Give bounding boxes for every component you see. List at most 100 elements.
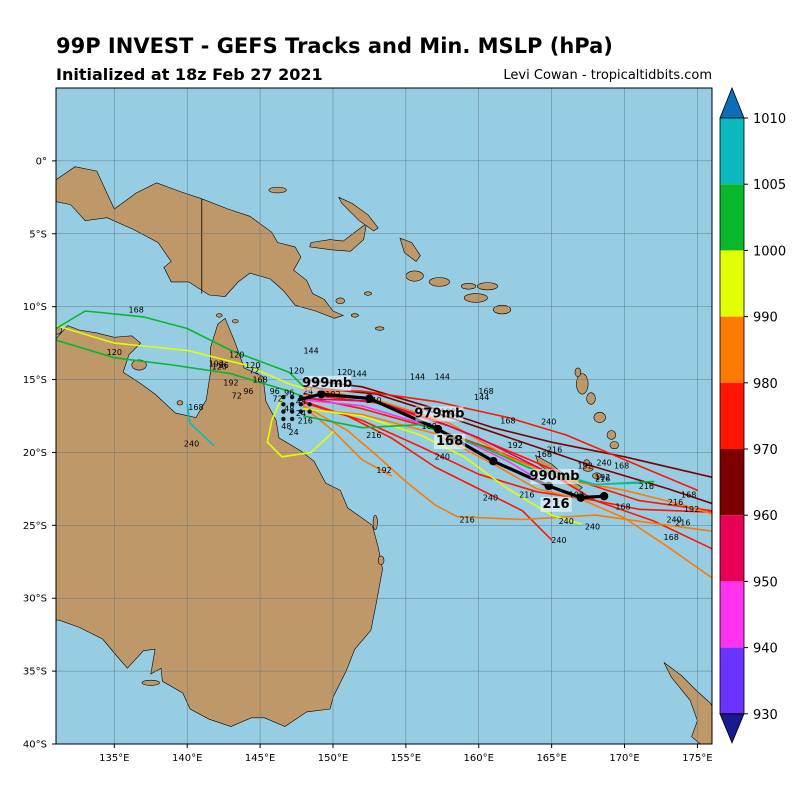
ensemble-member-track bbox=[56, 310, 305, 388]
forecast-hour-label: 72 bbox=[232, 392, 242, 401]
forecast-hour-label: 168 bbox=[615, 502, 630, 511]
pressure-colorbar: 1010 1005 1000 990 980 970 960 950 940 930 bbox=[719, 86, 786, 744]
forecast-hour-label: 168 bbox=[500, 416, 515, 425]
forecast-hour-label: 216 bbox=[668, 498, 683, 507]
label-backdrop bbox=[530, 469, 579, 485]
small-island bbox=[428, 277, 450, 287]
lat-tick-label: 35°S bbox=[23, 667, 47, 678]
forecast-hour-label: 192 bbox=[376, 466, 391, 475]
forecast-hour-label: 240 bbox=[435, 453, 450, 462]
forecast-hour-label: 192 bbox=[684, 505, 699, 514]
ensemble-member-track bbox=[302, 388, 699, 492]
lon-tick-label: 145°E bbox=[245, 753, 275, 764]
mean-track-point bbox=[599, 491, 609, 501]
mean-pressure-label: 979mb bbox=[414, 406, 464, 421]
mean-track-point bbox=[433, 424, 443, 434]
forecast-hour-label: 240 bbox=[666, 515, 681, 524]
forecast-hour-label: 144 bbox=[303, 346, 318, 355]
credit-text: Levi Cowan - tropicaltidbits.com bbox=[503, 68, 712, 83]
colorbar-segment bbox=[720, 184, 744, 251]
forecast-hour-label: 120 bbox=[229, 351, 244, 360]
forecast-hour-label: 24 bbox=[303, 387, 313, 396]
small-island bbox=[592, 472, 602, 479]
mean-track-point bbox=[317, 389, 326, 399]
mean-hour-label: 216 bbox=[542, 497, 569, 512]
axis-ticks: 135°E 140°E 145°E 150°E 155°E 160°E 165°E 170°E… bbox=[23, 156, 713, 764]
cluster-point bbox=[289, 409, 295, 414]
forecast-hour-label: 48 bbox=[281, 422, 291, 431]
lat-tick-label: 10°S bbox=[23, 302, 47, 313]
lon-tick-label: 160°E bbox=[464, 753, 494, 764]
colorbar-label: 970 bbox=[753, 443, 778, 458]
forecast-hour-label: 96 bbox=[219, 361, 229, 370]
lon-tick-label: 170°E bbox=[609, 753, 639, 764]
forecast-hour-label: 120 bbox=[245, 361, 260, 370]
forecast-hour-label: 216 bbox=[639, 482, 654, 491]
colorbar-segment bbox=[720, 250, 744, 317]
lon-tick-label: 155°E bbox=[391, 753, 421, 764]
forecast-hour-label: 168 bbox=[664, 533, 679, 542]
forecast-hour-label: 48 bbox=[296, 397, 306, 406]
north-island-nz-landmass bbox=[663, 662, 712, 744]
ensemble-member-track bbox=[302, 387, 712, 515]
forecast-hour-label: 240 bbox=[184, 440, 199, 449]
chart-title: 99P INVEST - GEFS Tracks and Min. MSLP (… bbox=[56, 34, 613, 58]
ensemble-member-track bbox=[302, 404, 712, 533]
small-island bbox=[460, 283, 477, 290]
lat-tick-label: 40°S bbox=[23, 740, 47, 751]
lat-tick-label: 15°S bbox=[23, 375, 47, 386]
colorbar-bottom-extend bbox=[719, 713, 745, 744]
colorbar-segment bbox=[720, 647, 744, 714]
small-island bbox=[463, 293, 488, 303]
forecast-hour-label: 192 bbox=[578, 461, 593, 470]
init-time-subtitle: Initialized at 18z Feb 27 2021 bbox=[56, 65, 323, 84]
small-island bbox=[576, 373, 589, 395]
forecast-hour-label: 168 bbox=[681, 491, 696, 500]
forecast-hour-label: 144 bbox=[435, 373, 450, 382]
colorbar-segment bbox=[720, 515, 744, 582]
colorbar-label: 1005 bbox=[753, 178, 786, 193]
mean-pressure-label: 990mb bbox=[530, 469, 580, 484]
small-island bbox=[141, 679, 160, 686]
small-island bbox=[574, 367, 582, 377]
lon-tick-label: 165°E bbox=[536, 753, 566, 764]
ensemble-member-track bbox=[302, 402, 712, 514]
mean-track-point bbox=[489, 456, 498, 466]
forecast-hour-label: 144 bbox=[352, 370, 367, 379]
label-backdrop bbox=[415, 406, 464, 422]
forecast-hour-label: 216 bbox=[675, 518, 690, 527]
cluster-point bbox=[281, 394, 286, 400]
mean-track-point bbox=[365, 394, 374, 403]
cluster-point bbox=[307, 402, 312, 407]
ensemble-member-track bbox=[186, 403, 215, 447]
forecast-hour-label: 168 bbox=[129, 305, 144, 314]
small-island bbox=[609, 441, 620, 450]
small-island bbox=[476, 282, 499, 291]
colorbar-label: 940 bbox=[753, 642, 778, 657]
cluster-point bbox=[298, 402, 304, 407]
ensemble-member-track bbox=[302, 385, 712, 505]
ensemble-member-track bbox=[56, 339, 305, 398]
small-island bbox=[405, 270, 424, 282]
forecast-hour-label: 216 bbox=[519, 491, 534, 500]
small-island bbox=[372, 514, 378, 531]
ensemble-member-track bbox=[266, 396, 334, 458]
forecast-hour-label: 216 bbox=[547, 445, 562, 454]
small-island bbox=[606, 430, 617, 440]
colorbar-segment bbox=[720, 449, 744, 516]
small-island bbox=[493, 304, 512, 315]
ensemble-member-track bbox=[56, 324, 305, 390]
small-island bbox=[350, 313, 359, 318]
lon-tick-label: 150°E bbox=[318, 753, 348, 764]
colorbar-label: 960 bbox=[753, 509, 778, 524]
forecast-hour-label: 120 bbox=[289, 367, 304, 376]
small-island bbox=[232, 319, 239, 324]
forecast-hour-label: 240 bbox=[559, 517, 574, 526]
cluster-point bbox=[281, 402, 286, 407]
lat-tick-label: 25°S bbox=[23, 521, 47, 532]
forecast-hour-label: 120 bbox=[212, 362, 227, 371]
colorbar-label: 990 bbox=[753, 311, 778, 326]
cluster-point bbox=[307, 409, 312, 414]
forecast-hour-label: 96 bbox=[284, 389, 294, 398]
forecast-hour-label: 192 bbox=[209, 359, 224, 368]
